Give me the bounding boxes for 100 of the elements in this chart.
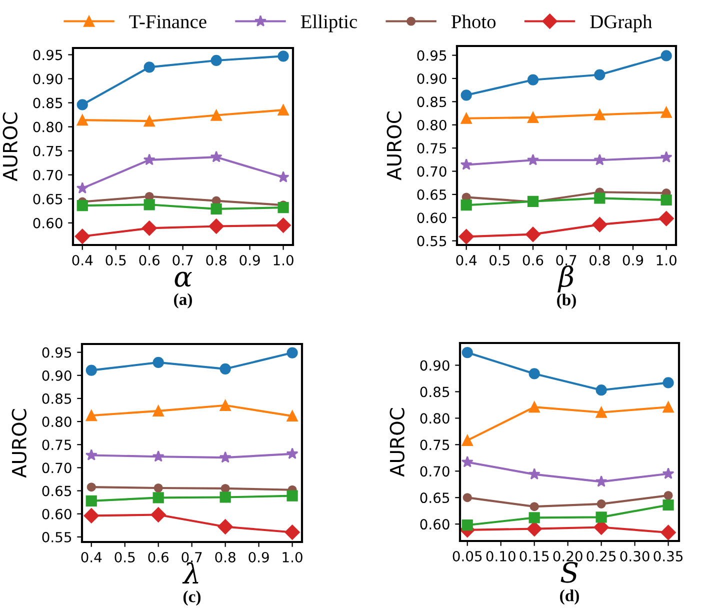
point [596, 512, 607, 523]
y-tick-label: 0.70 [33, 170, 62, 180]
point [527, 112, 539, 123]
x-tick-label: 0.6 [522, 254, 544, 266]
point [86, 482, 96, 492]
point [594, 154, 606, 166]
point [660, 524, 676, 540]
point [278, 202, 289, 214]
y-tick-label: 0.60 [42, 508, 72, 520]
y-tick-label: 0.65 [33, 194, 62, 204]
y-tick-label: 0.60 [33, 218, 62, 228]
point [76, 182, 88, 194]
x-axis-title: λ [182, 562, 198, 584]
point [286, 490, 298, 502]
y-tick-label: 0.95 [42, 347, 72, 358]
point [662, 499, 674, 511]
y-tick-label: 0.95 [417, 50, 446, 61]
point [220, 492, 231, 503]
x-tick-label: 0.7 [556, 254, 576, 266]
point [528, 402, 540, 413]
point [208, 218, 224, 234]
point [594, 192, 606, 204]
x-tick-label: 0.4 [456, 254, 477, 266]
text: (b) [557, 294, 576, 309]
point [664, 490, 673, 500]
point [86, 495, 97, 506]
point [76, 200, 88, 212]
x-tick-label: 0.5 [114, 552, 135, 562]
y-tick-label: 0.90 [420, 360, 450, 371]
x-tick-label: 0.9 [240, 254, 260, 266]
y-tick-label: 0.75 [417, 143, 446, 154]
x-tick-label: 0.4 [72, 254, 93, 266]
point [596, 499, 606, 508]
x-tick-label: 0.15 [520, 550, 549, 562]
y-tick-label: 0.65 [420, 492, 450, 504]
x-tick-label: 0.9 [622, 254, 644, 266]
x-tick-label: 0.9 [248, 552, 269, 562]
x-tick-label: 1.0 [282, 552, 302, 562]
y-tick-label: 0.55 [42, 532, 72, 542]
y-tick-label: 0.85 [42, 393, 72, 404]
point [528, 512, 540, 524]
y-tick-label: 0.80 [33, 122, 62, 132]
point [462, 520, 473, 531]
y-tick-label: 0.65 [42, 486, 72, 496]
point [462, 493, 472, 502]
x-tick-label: 0.35 [654, 550, 683, 562]
point [526, 521, 542, 536]
point [596, 406, 607, 418]
point [143, 154, 156, 166]
point [461, 456, 474, 468]
y-tick-label: 0.60 [417, 212, 446, 224]
point [144, 115, 155, 127]
y-axis-title: AUROC [386, 112, 402, 180]
x-axis-title: S [560, 562, 578, 583]
point [595, 475, 608, 487]
point [460, 90, 472, 101]
y-tick-label: 0.90 [42, 370, 72, 381]
point [152, 492, 164, 504]
point [527, 74, 539, 86]
point [210, 110, 222, 121]
point [152, 450, 164, 462]
point [144, 199, 155, 210]
y-tick-label: 0.85 [420, 386, 450, 398]
y-tick-label: 0.60 [420, 519, 450, 530]
point [462, 346, 473, 358]
y-axis-title: AUROC [2, 112, 18, 182]
text: (d) [560, 590, 579, 605]
point [86, 410, 97, 422]
legend-label: DGraph [590, 14, 652, 32]
point [74, 228, 90, 244]
point [527, 154, 539, 166]
x-tick-label: 0.6 [148, 552, 169, 562]
x-tick-label: 0.10 [486, 550, 516, 562]
point [278, 50, 289, 62]
y-tick-label: 0.75 [42, 440, 72, 450]
legend-label: Photo [451, 14, 496, 28]
y-tick-label: 0.85 [417, 96, 446, 108]
y-tick-label: 0.80 [417, 120, 446, 130]
y-tick-label: 0.85 [33, 98, 62, 108]
point [84, 508, 99, 524]
x-axis-title: β [558, 265, 574, 292]
point [662, 402, 674, 413]
point [530, 502, 539, 512]
point [152, 405, 164, 416]
y-tick-label: 0.75 [33, 146, 62, 156]
point [594, 109, 606, 120]
point [220, 400, 231, 411]
y-tick-label: 0.70 [417, 166, 446, 177]
y-tick-label: 0.90 [417, 73, 446, 84]
point [286, 347, 298, 358]
y-tick-label: 0.75 [420, 440, 450, 450]
x-tick-label: 0.8 [206, 254, 226, 266]
x-tick-label: 0.05 [452, 550, 482, 562]
point [286, 448, 298, 460]
point [460, 158, 472, 170]
point [462, 434, 473, 446]
point [658, 210, 674, 226]
y-tick-label: 0.80 [420, 413, 450, 424]
point [220, 363, 231, 374]
y-axis-title: AUROC [12, 409, 26, 478]
